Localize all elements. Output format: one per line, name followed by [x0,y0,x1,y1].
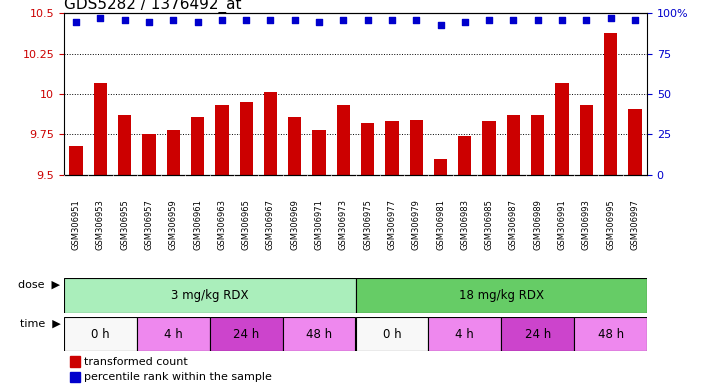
Bar [410,120,423,175]
Point [605,15,616,22]
Text: GSM306989: GSM306989 [533,199,542,250]
Text: 4 h: 4 h [164,328,183,341]
Bar [507,115,520,175]
Text: 24 h: 24 h [233,328,260,341]
Point [314,18,325,25]
Point [95,15,106,22]
Text: 4 h: 4 h [456,328,474,341]
Point [410,17,422,23]
Bar [483,121,496,175]
Text: GSM306977: GSM306977 [387,199,397,250]
Bar [70,356,80,367]
Text: time  ▶: time ▶ [20,318,60,329]
Text: GSM306983: GSM306983 [460,199,469,250]
Point [216,17,228,23]
Bar [70,372,80,382]
Bar [428,317,501,351]
Bar [501,317,574,351]
Text: GSM306951: GSM306951 [72,199,80,250]
Text: GSM306971: GSM306971 [314,199,324,250]
Point [483,17,495,23]
Bar [288,117,301,175]
Point [168,17,179,23]
Point [362,17,373,23]
Text: percentile rank within the sample: percentile rank within the sample [85,372,272,382]
Bar [458,136,471,175]
Bar [64,317,137,351]
Text: 0 h: 0 h [383,328,401,341]
Bar [629,109,641,175]
Bar [282,317,356,351]
Text: 48 h: 48 h [597,328,624,341]
Point [338,17,349,23]
Bar [579,105,593,175]
Text: GSM306975: GSM306975 [363,199,372,250]
Point [192,18,203,25]
Bar [215,105,228,175]
Point [70,18,82,25]
Text: GSM306959: GSM306959 [169,199,178,250]
Point [556,17,567,23]
Point [289,17,301,23]
Text: GSM306957: GSM306957 [144,199,154,250]
Bar [574,317,647,351]
Bar [210,317,283,351]
Text: 3 mg/kg RDX: 3 mg/kg RDX [171,289,249,302]
Point [508,17,519,23]
Text: 18 mg/kg RDX: 18 mg/kg RDX [459,289,544,302]
Point [119,17,130,23]
Text: GSM306965: GSM306965 [242,199,251,250]
Point [386,17,397,23]
Bar [531,115,545,175]
Point [459,18,471,25]
Point [264,17,276,23]
Bar [166,129,180,175]
Bar [191,117,204,175]
Point [144,18,155,25]
Text: GSM306969: GSM306969 [290,199,299,250]
Point [532,17,543,23]
Text: GSM306987: GSM306987 [509,199,518,250]
Text: 48 h: 48 h [306,328,332,341]
Point [581,17,592,23]
Text: dose  ▶: dose ▶ [18,280,60,290]
Bar [337,105,350,175]
Bar [361,123,374,175]
Bar [385,121,399,175]
Text: GSM306961: GSM306961 [193,199,202,250]
Bar [604,33,617,175]
Bar [70,146,82,175]
Bar [142,134,156,175]
Text: GSM306955: GSM306955 [120,199,129,250]
Text: GSM306963: GSM306963 [218,199,226,250]
Text: GSM306995: GSM306995 [606,199,615,250]
Bar [356,278,647,313]
Bar [434,159,447,175]
Point [435,22,447,28]
Text: GSM306973: GSM306973 [339,199,348,250]
Text: GSM306993: GSM306993 [582,199,591,250]
Text: GSM306997: GSM306997 [631,199,639,250]
Text: GSM306953: GSM306953 [96,199,105,250]
Bar [555,83,569,175]
Bar [356,317,428,351]
Bar [137,317,210,351]
Point [629,17,641,23]
Text: GSM306991: GSM306991 [557,199,567,250]
Bar [312,129,326,175]
Bar [264,93,277,175]
Bar [118,115,132,175]
Bar [64,278,356,313]
Text: GSM306981: GSM306981 [436,199,445,250]
Text: transformed count: transformed count [85,357,188,367]
Text: 24 h: 24 h [525,328,551,341]
Text: GSM306967: GSM306967 [266,199,275,250]
Bar [94,83,107,175]
Text: GSM306985: GSM306985 [485,199,493,250]
Text: 0 h: 0 h [91,328,109,341]
Bar [240,102,253,175]
Point [240,17,252,23]
Text: GSM306979: GSM306979 [412,199,421,250]
Text: GDS5282 / 1376492_at: GDS5282 / 1376492_at [64,0,242,13]
